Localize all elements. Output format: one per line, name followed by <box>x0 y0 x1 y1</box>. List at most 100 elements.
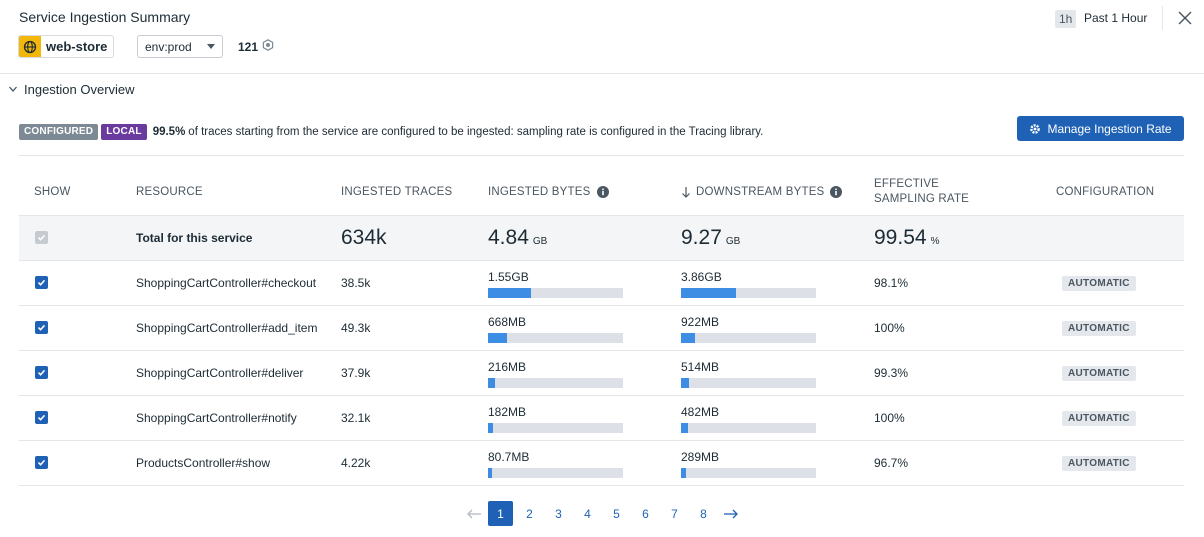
ingested-bytes: 80.7MB <box>488 449 530 464</box>
hexagon-icon <box>262 39 274 54</box>
resource-name[interactable]: ShoppingCartController#notify <box>136 410 297 425</box>
arrow-right-icon <box>723 509 738 518</box>
configured-tag: CONFIGURED <box>19 124 99 140</box>
page-1-button[interactable]: 1 <box>488 501 513 526</box>
prev-page-button[interactable] <box>461 501 486 526</box>
downstream-bytes-bar <box>681 467 816 478</box>
column-header-effective-sampling-rate[interactable]: EFFECTIVE SAMPLING RATE <box>874 169 1047 216</box>
ingested-traces: 49.3k <box>341 320 371 335</box>
arrow-left-icon <box>466 509 481 518</box>
service-chip[interactable]: web-store <box>18 35 115 58</box>
ingested-bytes-bar-fill <box>488 422 493 433</box>
info-icon[interactable] <box>830 185 843 198</box>
ingested-traces: 38.5k <box>341 275 371 290</box>
downstream-bytes-bar-fill <box>681 467 686 478</box>
page-2-button[interactable]: 2 <box>526 506 533 521</box>
time-range-badge[interactable]: 1h <box>1055 10 1077 28</box>
resource-name[interactable]: ShoppingCartController#add_item <box>136 320 318 335</box>
page-4-button[interactable]: 4 <box>584 506 591 521</box>
manage-ingestion-rate-label: Manage Ingestion Rate <box>1047 121 1172 136</box>
chevron-down-icon <box>8 82 18 97</box>
column-header-ingested-traces[interactable]: INGESTED TRACES <box>341 169 488 216</box>
table-row: ProductsController#show 4.22k 80.7MB 289… <box>19 440 1184 486</box>
column-header-ingested-bytes[interactable]: INGESTED BYTES <box>488 169 681 216</box>
column-header-downstream-bytes[interactable]: DOWNSTREAM BYTES <box>681 169 874 216</box>
downstream-bytes-bar-fill <box>681 287 736 298</box>
ingested-traces: 4.22k <box>341 455 371 470</box>
sort-arrow-down-icon <box>681 186 691 198</box>
page-8-button[interactable]: 8 <box>700 506 707 521</box>
resource-name[interactable]: ShoppingCartController#checkout <box>136 275 317 290</box>
table-row: ShoppingCartController#notify 32.1k 182M… <box>19 395 1184 441</box>
effective-sampling-rate: 96.7% <box>874 455 909 470</box>
page-5-button[interactable]: 5 <box>613 506 620 521</box>
resource-name[interactable]: ProductsController#show <box>136 455 271 470</box>
next-page-button[interactable] <box>718 501 743 526</box>
ingested-bytes-bar-fill <box>488 467 492 478</box>
column-header-show[interactable]: SHOW <box>19 169 136 216</box>
downstream-bytes: 289MB <box>681 449 720 464</box>
downstream-bytes-bar-fill <box>681 332 695 343</box>
downstream-bytes: 482MB <box>681 404 720 419</box>
configuration-message: of traces starting from the service are … <box>188 126 764 138</box>
total-traces: 634k <box>341 225 387 249</box>
table-row: ShoppingCartController#deliver 37.9k 216… <box>19 350 1184 396</box>
show-checkbox[interactable] <box>35 366 48 379</box>
downstream-bytes-bar-fill <box>681 377 689 388</box>
total-label: Total for this service <box>136 230 253 245</box>
close-button[interactable] <box>1176 9 1194 27</box>
downstream-bytes-bar-fill <box>681 422 688 433</box>
downstream-bytes-bar <box>681 422 816 433</box>
show-checkbox[interactable] <box>35 456 48 469</box>
env-select-value: env:prod <box>145 39 192 54</box>
column-header-resource[interactable]: RESOURCE <box>136 169 341 216</box>
host-count: 121 <box>238 39 274 54</box>
ingested-bytes-bar-fill <box>488 332 507 343</box>
configuration-badge: AUTOMATIC <box>1062 320 1136 336</box>
table-row: ShoppingCartController#checkout 38.5k 1.… <box>19 260 1184 306</box>
ingestion-table: SHOW RESOURCE INGESTED TRACES INGESTED B… <box>19 169 1184 486</box>
show-checkbox[interactable] <box>35 411 48 424</box>
ingested-bytes: 182MB <box>488 404 527 419</box>
page-7-button[interactable]: 7 <box>671 506 678 521</box>
table-header-row: SHOW RESOURCE INGESTED TRACES INGESTED B… <box>19 169 1184 216</box>
service-name: web-store <box>46 39 108 54</box>
page-3-button[interactable]: 3 <box>555 506 562 521</box>
env-select[interactable]: env:prod <box>137 35 223 58</box>
effective-sampling-rate: 100% <box>874 320 905 335</box>
downstream-bytes-bar <box>681 287 816 298</box>
page-6-button[interactable]: 6 <box>642 506 649 521</box>
configuration-badge: AUTOMATIC <box>1062 410 1136 426</box>
total-rate: 99.54 <box>874 225 927 249</box>
total-bytes-unit: GB <box>532 235 548 247</box>
info-icon[interactable] <box>596 185 609 198</box>
resource-name[interactable]: ShoppingCartController#deliver <box>136 365 304 380</box>
total-downstream-unit: GB <box>725 235 741 247</box>
globe-icon <box>19 36 41 57</box>
local-tag: LOCAL <box>101 124 147 140</box>
ingested-bytes-bar <box>488 422 623 433</box>
effective-sampling-rate: 99.3% <box>874 365 909 380</box>
total-row: Total for this service 634k 4.84 GB 9.27 G… <box>19 215 1184 261</box>
configured-percent: 99.5% <box>152 126 186 138</box>
ingested-bytes: 216MB <box>488 359 527 374</box>
table-row: ShoppingCartController#add_item 49.3k 66… <box>19 305 1184 351</box>
configuration-badge: AUTOMATIC <box>1062 275 1136 291</box>
host-count-value: 121 <box>238 39 259 54</box>
ingested-traces: 37.9k <box>341 365 371 380</box>
chevron-down-icon <box>207 44 215 49</box>
divider <box>1162 6 1163 30</box>
total-checkbox <box>35 231 48 244</box>
manage-ingestion-rate-button[interactable]: Manage Ingestion Rate <box>1017 116 1184 141</box>
effective-sampling-rate: 100% <box>874 410 905 425</box>
ingested-bytes-bar <box>488 467 623 478</box>
show-checkbox[interactable] <box>35 321 48 334</box>
ingested-bytes-bar <box>488 287 623 298</box>
column-header-configuration[interactable]: CONFIGURATION <box>1047 169 1184 216</box>
show-checkbox[interactable] <box>35 276 48 289</box>
ingested-bytes-bar <box>488 332 623 343</box>
ingested-bytes: 1.55GB <box>488 269 529 284</box>
ingestion-overview-toggle[interactable]: Ingestion Overview <box>8 82 135 97</box>
time-range-label[interactable]: Past 1 Hour <box>1084 11 1148 25</box>
